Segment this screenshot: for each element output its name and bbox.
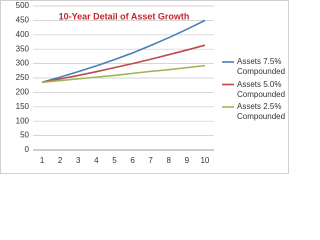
x-tick-label: 5	[112, 156, 117, 165]
chart-border	[0, 0, 289, 174]
legend-label: Assets 5.0% Compounded	[237, 79, 286, 99]
y-tick-label: 400	[16, 30, 30, 39]
x-tick-label: 4	[94, 156, 99, 165]
x-tick-label: 2	[58, 156, 63, 165]
y-tick-label: 450	[16, 16, 30, 25]
y-tick-label: 250	[16, 73, 30, 82]
y-tick-label: 100	[16, 116, 30, 125]
x-tick-label: 8	[167, 156, 172, 165]
x-tick-label: 6	[130, 156, 135, 165]
chart-container: 10-Year Detail of Asset Growth 0 50 100 150…	[0, 0, 289, 174]
x-tick-label: 7	[148, 156, 153, 165]
series-line	[41, 44, 206, 84]
y-tick-label: 0	[25, 145, 30, 154]
x-tick-label: 9	[185, 156, 190, 165]
x-tick-label: 1	[40, 156, 45, 165]
y-tick-label: 500	[16, 1, 30, 10]
y-tick-label: 50	[20, 131, 29, 140]
chart: 10-Year Detail of Asset Growth 050100150…	[0, 0, 289, 174]
y-tick-label: 300	[16, 59, 30, 68]
y-tick-label: 350	[16, 44, 30, 53]
y-tick-label: 200	[16, 88, 30, 97]
x-tick-label: 10	[200, 156, 209, 165]
legend-label: Assets 2.5% Compounded	[237, 102, 286, 121]
y-tick-label: 150	[16, 102, 30, 111]
series-line	[41, 19, 206, 84]
chart-title: 10-Year Detail of Asset Growth	[59, 11, 190, 21]
series-line	[41, 64, 206, 84]
legend-label: Assets 7.5% Compounded	[237, 57, 286, 76]
x-tick-label: 3	[76, 156, 81, 165]
